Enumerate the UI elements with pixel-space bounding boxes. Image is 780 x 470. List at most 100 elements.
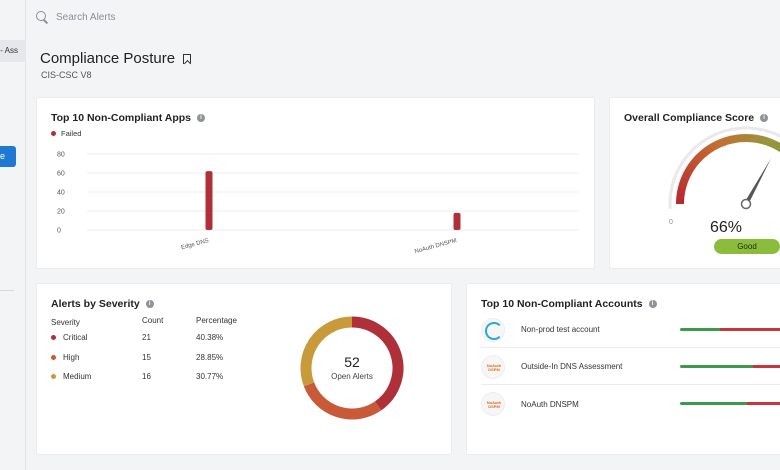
gauge-segment (750, 134, 758, 143)
severity-percentage: 40.38% (196, 333, 224, 343)
page-title-text: Compliance Posture (40, 50, 176, 67)
y-tick-label: 60 (57, 171, 65, 178)
severity-percentage: 28.85% (196, 352, 224, 362)
severity-percentage: 30.77% (196, 372, 224, 382)
account-row[interactable]: NoAuth DSPM Outside-In DNS Assessment (481, 349, 780, 385)
account-name: Outside-In DNS Assessment (521, 362, 623, 371)
severity-label: Medium (63, 372, 92, 382)
severity-card-title-text: Alerts by Severity (51, 298, 140, 310)
logo-text: NoAuth DSPM (486, 362, 502, 372)
gauge-segment (696, 150, 706, 161)
apps-card-title-text: Top 10 Non-Compliant Apps (51, 112, 191, 124)
open-alerts-total: 52 (344, 354, 360, 370)
noauth-logo-icon: NoAuth DSPM (481, 392, 505, 416)
bookmark-icon[interactable] (183, 53, 192, 64)
severity-row-high[interactable]: High 15 28.85% (51, 348, 256, 368)
severity-row-critical[interactable]: Critical 21 40.38% (51, 328, 256, 348)
gauge-segment (774, 141, 780, 152)
header-count: Count (142, 316, 164, 325)
severity-dot (51, 374, 56, 380)
severity-cell: High (51, 353, 142, 362)
account-row[interactable]: Non-prod test account (481, 312, 780, 348)
fail-segment (719, 328, 780, 331)
gauge-segment (729, 134, 737, 144)
gauge-segment (755, 134, 763, 144)
score-value: 66% (710, 219, 743, 236)
gauge-segment (700, 147, 710, 157)
severity-count: 16 (142, 372, 151, 382)
donut-slice[interactable] (351, 316, 404, 411)
score-card: Overall Compliance Score i 0 66% Good (609, 97, 780, 269)
gauge-segment (676, 187, 686, 195)
rail-divider (0, 290, 14, 291)
gauge-needle (744, 158, 772, 206)
info-icon[interactable]: i (145, 300, 154, 308)
account-compliance-bar (680, 365, 780, 368)
y-tick-label: 80 (57, 152, 65, 159)
gauge-segment (765, 137, 774, 147)
severity-table: Severity Count Percentage Critical 21 40… (51, 316, 256, 387)
gauge-segment (709, 141, 719, 152)
search-bar (36, 8, 256, 26)
severity-row-medium[interactable]: Medium 16 30.77% (51, 367, 256, 387)
legend-label: Failed (61, 129, 82, 138)
logo-ring (485, 321, 503, 340)
fail-segment (752, 365, 780, 368)
pass-segment (680, 402, 747, 405)
info-icon[interactable]: i (760, 114, 769, 122)
logo-text: NoAuth DSPM (486, 400, 502, 409)
apps-card: Top 10 Non-Compliant Apps i Failed 0 20 40… (36, 97, 595, 269)
page-subtitle: CIS-CSC V8 (41, 70, 92, 80)
info-icon[interactable]: i (197, 114, 205, 122)
gauge-segment (683, 167, 694, 176)
pass-segment (680, 365, 753, 368)
pass-segment (680, 328, 720, 331)
donut-slice[interactable] (303, 382, 382, 420)
y-tick-label: 40 (57, 190, 65, 197)
gauge-segment (719, 137, 728, 147)
apps-bar-chart: 0 20 40 60 80 Edge DNS NoAuth DNSPM (57, 152, 579, 255)
gauge-segment (724, 135, 732, 146)
accounts-card-title: Top 10 Non-Compliant Accounts i (481, 298, 657, 310)
search-icon (36, 11, 48, 23)
donut-slice[interactable] (300, 316, 353, 387)
account-row[interactable]: NoAuth DSPM NoAuth DNSPM (481, 386, 780, 422)
legend-dot (51, 131, 56, 136)
fail-segment (746, 402, 780, 405)
score-card-title-text: Overall Compliance Score (624, 112, 755, 124)
header-percentage: Percentage (196, 316, 237, 325)
severity-count: 21 (142, 333, 151, 343)
x-tick-label: Edge DNS (181, 238, 210, 251)
severity-dot (51, 354, 56, 360)
bar[interactable] (453, 212, 461, 230)
gauge-segment (769, 139, 779, 149)
left-rail: s - Ass e (0, 0, 26, 470)
account-compliance-bar (680, 402, 780, 405)
gauge-min-label: 0 (669, 219, 673, 226)
score-card-title: Overall Compliance Score i (624, 112, 769, 124)
header-severity: Severity (51, 317, 80, 327)
severity-donut-chart (300, 316, 404, 420)
severity-count: 15 (142, 352, 151, 362)
accounts-card: Top 10 Non-Compliant Accounts i Non-prod… (466, 283, 780, 455)
gauge-segment (760, 135, 768, 146)
donut-center: 52 Open Alerts (317, 354, 387, 381)
gauge-segment (676, 192, 685, 200)
rail-tab[interactable]: s - Ass (0, 40, 26, 62)
x-tick-label: NoAuth DNSPM (414, 238, 457, 255)
info-icon[interactable]: i (648, 300, 657, 308)
account-name: NoAuth DNSPM (521, 399, 579, 409)
y-tick-label: 0 (57, 228, 61, 235)
severity-card: Alerts by Severity i Severity Count Perc… (36, 283, 452, 455)
gauge-segment (681, 171, 691, 181)
rail-button[interactable]: e (0, 146, 16, 167)
severity-table-header: Severity Count Percentage (51, 316, 256, 328)
gauge-segment (704, 144, 714, 154)
gauge-needle-hub (740, 198, 752, 210)
bar[interactable] (205, 171, 213, 230)
severity-cell: Medium (51, 372, 142, 381)
severity-card-title: Alerts by Severity i (51, 298, 154, 310)
gauge-segment (735, 134, 742, 143)
search-input[interactable] (56, 11, 256, 23)
chart-legend[interactable]: Failed (51, 129, 81, 138)
